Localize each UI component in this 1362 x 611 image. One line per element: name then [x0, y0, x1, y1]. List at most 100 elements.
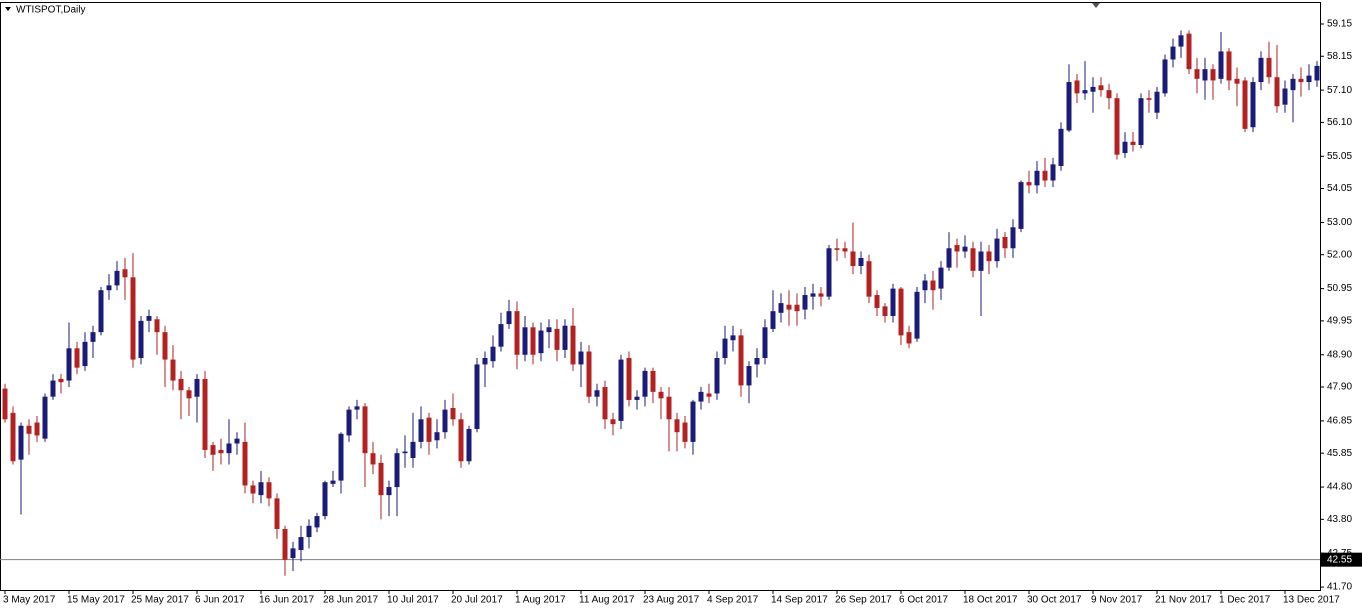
candle-body	[594, 390, 600, 397]
candle-body	[674, 419, 680, 433]
candle-body	[1194, 69, 1200, 79]
candle-body	[682, 422, 688, 442]
candle-body	[826, 248, 832, 297]
y-tick-label: 53.00	[1327, 217, 1352, 228]
x-tick-label: 28 Jun 2017	[323, 595, 378, 606]
candle-body	[578, 351, 584, 365]
candle-body	[730, 335, 736, 341]
shift-marker	[1092, 3, 1100, 8]
candle-body	[82, 341, 88, 367]
candle-body	[722, 338, 728, 358]
candle-body	[1242, 80, 1248, 129]
candle-body	[538, 330, 544, 354]
candle-body	[1298, 78, 1304, 83]
candle-body	[426, 417, 432, 442]
y-tick-label: 46.85	[1327, 416, 1352, 427]
candle-body	[18, 425, 24, 460]
menu-arrow	[5, 7, 11, 11]
y-tick-label: 59.15	[1327, 19, 1352, 30]
candle-body	[642, 370, 648, 397]
candle-body	[226, 443, 232, 454]
candle-body	[410, 441, 416, 459]
candle-body	[1026, 182, 1032, 186]
candle-body	[346, 409, 352, 436]
candle-body	[898, 288, 904, 336]
candle-body	[1138, 98, 1144, 145]
candle-body	[34, 422, 40, 436]
candle-body	[218, 449, 224, 454]
candle-body	[1282, 88, 1288, 105]
candle-body	[290, 548, 296, 559]
candle-body	[298, 537, 304, 550]
y-tick-label: 52.00	[1327, 249, 1352, 260]
candle-body	[482, 357, 488, 365]
candle-body	[922, 280, 928, 291]
x-tick-label: 20 Jul 2017	[451, 595, 503, 606]
candle-body	[1066, 82, 1072, 131]
candle-body	[154, 319, 160, 333]
candle-body	[1090, 86, 1096, 92]
candle-body	[90, 332, 96, 342]
x-tick-label: 15 May 2017	[67, 595, 125, 606]
candle-body	[338, 433, 344, 481]
candle-body	[1258, 57, 1264, 83]
price-label: 42.55	[1327, 554, 1352, 565]
candle-body	[842, 248, 848, 252]
candle-body	[242, 441, 248, 486]
x-tick-label: 30 Oct 2017	[1027, 595, 1082, 606]
y-tick-label: 54.05	[1327, 183, 1352, 194]
y-tick-label: 45.85	[1327, 448, 1352, 459]
candle-body	[1122, 141, 1128, 154]
y-tick-label: 57.10	[1327, 85, 1352, 96]
candle-body	[522, 327, 528, 355]
candle-body	[794, 304, 800, 312]
candle-body	[698, 391, 704, 402]
candle-body	[162, 332, 168, 360]
candle-body	[1162, 59, 1168, 94]
candle-body	[1082, 90, 1088, 94]
candle-body	[498, 324, 504, 347]
candle-body	[1274, 77, 1280, 107]
x-tick-label: 26 Sep 2017	[835, 595, 892, 606]
candle-body	[626, 357, 632, 400]
candle-body	[170, 359, 176, 381]
candle-body	[274, 498, 280, 530]
y-tick-label: 48.90	[1327, 349, 1352, 360]
candle-body	[906, 332, 912, 344]
candle-body	[466, 428, 472, 462]
candle-body	[738, 335, 744, 386]
candle-body	[762, 327, 768, 358]
candle-body	[490, 346, 496, 362]
candle-body	[554, 328, 560, 350]
candle-body	[986, 251, 992, 262]
candle-body	[506, 311, 512, 325]
candle-body	[194, 378, 200, 397]
candle-body	[802, 295, 808, 310]
candle-body	[586, 351, 592, 397]
candle-body	[378, 462, 384, 496]
candle-body	[386, 487, 392, 496]
candle-body	[42, 396, 48, 439]
candle-body	[1186, 33, 1192, 70]
x-tick-label: 6 Jun 2017	[195, 595, 245, 606]
candle-body	[938, 267, 944, 289]
candle-body	[914, 291, 920, 339]
candle-body	[1306, 75, 1312, 83]
x-tick-label: 9 Nov 2017	[1091, 595, 1143, 606]
x-tick-label: 4 Sep 2017	[707, 595, 759, 606]
candle-body	[370, 453, 376, 465]
candle-body	[994, 238, 1000, 262]
candle-body	[514, 311, 520, 355]
candle-body	[394, 453, 400, 488]
candle-body	[1210, 69, 1216, 81]
candle-body	[1202, 69, 1208, 81]
candle-body	[442, 409, 448, 433]
candle-body	[666, 396, 672, 420]
x-tick-label: 11 Aug 2017	[579, 595, 635, 606]
candle-body	[1058, 128, 1064, 166]
candle-body	[1266, 57, 1272, 78]
candle-body	[50, 380, 56, 397]
candle-body	[210, 445, 216, 455]
candle-body	[978, 251, 984, 271]
